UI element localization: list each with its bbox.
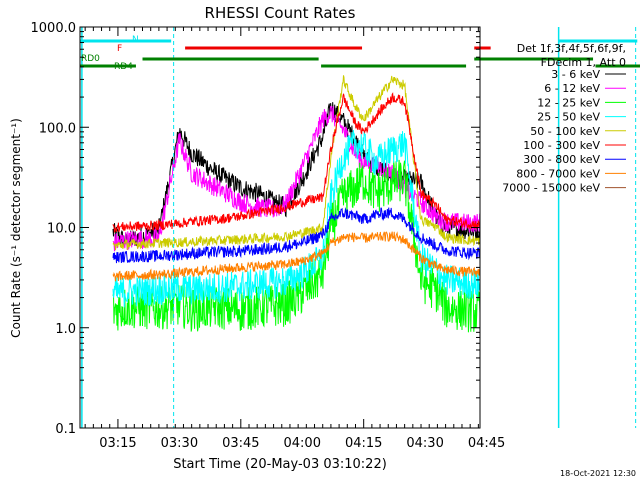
legend-label-9: 7000 - 15000 keV (502, 182, 600, 195)
legend-label-6: 100 - 300 keV (523, 139, 600, 152)
y-tick-label: 100.0 (39, 121, 76, 136)
chart-title: RHESSI Count Rates (205, 4, 356, 22)
state-label-rd0: RD0 (81, 54, 100, 64)
legend-label-4: 25 - 50 keV (537, 111, 600, 124)
legend-label-3: 12 - 25 keV (537, 96, 600, 109)
legend-label-8: 800 - 7000 keV (516, 167, 600, 180)
x-tick-label: 04:15 (345, 436, 382, 451)
overlay-group: NF RD0 RD4 (80, 27, 640, 428)
x-tick-label: 04:45 (468, 436, 505, 451)
series-line-6 (112, 92, 480, 233)
y-tick-label: 1000.0 (31, 21, 77, 36)
y-axis: 0.1 1.0 10.0 100.0 1000.0 (31, 21, 480, 437)
footer-date: 18-Oct-2021 12:30 (560, 469, 636, 478)
series-line-7 (112, 207, 480, 264)
y-axis-label: Count Rate (s⁻¹ detector segment⁻¹) (9, 118, 23, 338)
series-group (112, 75, 480, 333)
series-line-8 (112, 231, 480, 282)
series-line-1 (112, 102, 480, 249)
x-axis-label: Start Time (20-May-03 03:10:22) (173, 457, 387, 472)
state-label-rd4: RD4 (114, 62, 133, 72)
y-tick-label: 1.0 (55, 322, 76, 337)
y-tick-label: 10.0 (47, 222, 76, 237)
x-tick-label: 04:00 (284, 436, 321, 451)
series-line-5 (112, 75, 480, 251)
series-line-4 (112, 130, 480, 308)
legend-header-line-2: FDecim 1, Att 0 (541, 56, 626, 69)
legend-label-7: 300 - 800 keV (523, 153, 600, 166)
series-line-2 (112, 105, 480, 252)
legend-label-1: 3 - 6 keV (551, 68, 600, 81)
state-label-n: N (132, 35, 139, 45)
series-line-3 (112, 159, 480, 333)
state-label-f: F (117, 44, 122, 54)
x-tick-label: 03:30 (161, 436, 198, 451)
legend-header-line-1: Det 1f,3f,4f,5f,6f,9f, (517, 42, 626, 55)
legend-label-2: 6 - 12 keV (544, 82, 600, 95)
x-tick-label: 03:15 (99, 436, 136, 451)
x-axis: 03:15 03:30 03:45 04:00 04:15 04:30 04:45 (84, 27, 505, 451)
y-tick-label: 0.1 (55, 422, 76, 437)
x-tick-label: 04:30 (406, 436, 443, 451)
legend-label-5: 50 - 100 keV (530, 125, 600, 138)
legend: Det 1f,3f,4f,5f,6f,9f, FDecim 1, Att 0 3… (502, 42, 626, 195)
x-tick-label: 03:45 (222, 436, 259, 451)
